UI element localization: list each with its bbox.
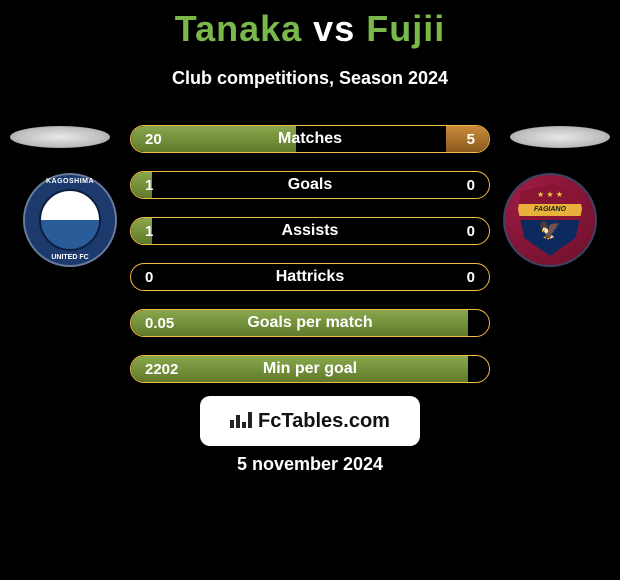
chart-logo-icon: [230, 410, 252, 433]
team-crest-left-icon: KAGOSHIMA UNITED FC: [23, 173, 117, 267]
stat-label: Assists: [131, 222, 489, 240]
crest-right-shield-icon: ★ ★ ★ FAGIANO 🦅: [518, 184, 582, 256]
stat-row: 10Goals: [130, 171, 490, 199]
stat-row: 0.05Goals per match: [130, 309, 490, 337]
stats-container: 205Matches 10Goals 10Assists 00Hattricks 0.0…: [130, 125, 490, 401]
branding-box: FcTables.com: [200, 396, 420, 446]
comparison-title: Tanaka vs Fujii: [0, 0, 620, 50]
stat-label: Matches: [131, 130, 489, 148]
stat-label: Goals: [131, 176, 489, 194]
crest-left-inner-icon: [39, 189, 101, 251]
shadow-right-icon: [510, 126, 610, 148]
date-text: 5 november 2024: [0, 454, 620, 475]
crest-bird-icon: 🦅: [518, 220, 582, 241]
stat-row: 00Hattricks: [130, 263, 490, 291]
crest-right-band: FAGIANO: [518, 204, 582, 216]
crest-stars-icon: ★ ★ ★: [518, 190, 582, 199]
stat-label: Min per goal: [131, 360, 489, 378]
stat-label: Hattricks: [131, 268, 489, 286]
branding-text: FcTables.com: [258, 410, 390, 433]
crest-left-bottom-text: UNITED FC: [25, 254, 115, 261]
team-crest-right-icon: ★ ★ ★ FAGIANO 🦅: [503, 173, 597, 267]
subtitle: Club competitions, Season 2024: [0, 68, 620, 89]
stat-row: 205Matches: [130, 125, 490, 153]
player2-name: Fujii: [366, 8, 445, 49]
stat-row: 2202Min per goal: [130, 355, 490, 383]
stat-row: 10Assists: [130, 217, 490, 245]
player1-name: Tanaka: [175, 8, 302, 49]
vs-text: vs: [313, 8, 355, 49]
shadow-left-icon: [10, 126, 110, 148]
stat-label: Goals per match: [131, 314, 489, 332]
crest-left-top-text: KAGOSHIMA: [25, 178, 115, 185]
